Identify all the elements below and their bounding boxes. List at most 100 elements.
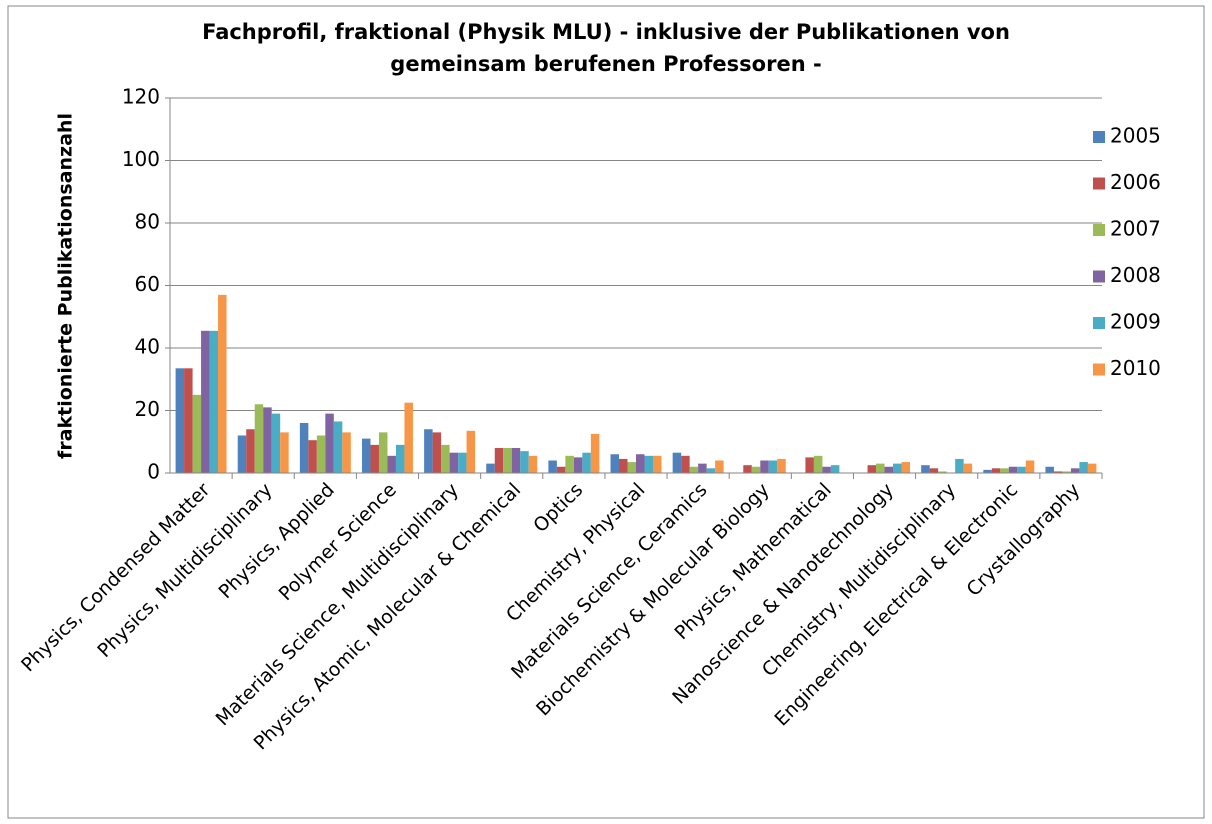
bar	[610, 454, 620, 473]
bar	[867, 465, 877, 473]
bar	[689, 466, 699, 473]
bar	[441, 444, 450, 473]
bar	[528, 455, 538, 473]
bar	[263, 407, 272, 473]
bar	[342, 432, 351, 473]
bar	[706, 468, 716, 473]
bar	[963, 463, 973, 473]
bar	[636, 454, 645, 473]
bar	[424, 429, 433, 473]
bar	[1017, 466, 1026, 473]
bar	[254, 404, 264, 473]
bar	[548, 460, 557, 473]
bar	[627, 462, 636, 473]
legend-swatch	[1093, 131, 1105, 143]
legend-swatch	[1093, 317, 1105, 329]
y-tick-label: 20	[135, 397, 160, 421]
legend-swatch	[1093, 363, 1105, 376]
bar	[1079, 462, 1088, 473]
legend-swatch	[1093, 224, 1105, 236]
bar	[830, 465, 840, 473]
bar	[361, 438, 371, 473]
bar	[955, 458, 964, 473]
bar	[672, 452, 682, 473]
bar	[503, 448, 512, 473]
bar	[458, 452, 467, 473]
bar	[1070, 468, 1080, 473]
y-tick-label: 80	[135, 210, 160, 234]
bar	[246, 429, 255, 473]
bar	[432, 432, 442, 473]
legend-label: 2005	[1110, 124, 1161, 148]
bar	[395, 444, 405, 473]
bar	[1008, 466, 1018, 473]
bar	[333, 421, 343, 473]
legend-swatch	[1093, 270, 1105, 283]
bar	[991, 468, 1001, 473]
chart-title: Fachprofil, fraktional (Physik MLU) - in…	[202, 20, 1010, 76]
bar	[565, 455, 574, 473]
legend-label: 2007	[1110, 217, 1161, 241]
bar	[449, 452, 459, 473]
bar	[619, 458, 628, 473]
bar	[175, 368, 185, 473]
bar	[822, 466, 831, 473]
bar	[218, 294, 227, 473]
bar	[316, 435, 326, 473]
bar	[681, 455, 690, 473]
legend-swatch	[1093, 177, 1105, 190]
legend-label: 2008	[1110, 263, 1161, 287]
bar	[983, 469, 992, 473]
bar	[378, 432, 388, 473]
bar	[201, 330, 210, 473]
bar	[805, 457, 814, 473]
y-tick-label: 100	[122, 147, 160, 171]
bar	[884, 466, 894, 473]
bar	[494, 448, 504, 473]
bar	[590, 433, 600, 473]
bar	[901, 462, 911, 473]
bar	[760, 460, 769, 473]
bar	[768, 460, 778, 473]
y-tick-label: 60	[135, 272, 160, 296]
bar	[370, 444, 379, 473]
bar	[751, 466, 761, 473]
bar	[387, 455, 396, 473]
bar	[556, 466, 566, 473]
bar	[299, 423, 309, 473]
bar	[698, 463, 707, 473]
bar	[777, 458, 786, 473]
bar	[644, 455, 653, 473]
legend-label: 2009	[1110, 310, 1161, 334]
bar	[1025, 460, 1035, 473]
bar	[184, 368, 193, 473]
bar	[237, 435, 247, 473]
legend-label: 2006	[1110, 170, 1161, 194]
bar	[813, 455, 823, 473]
bar	[921, 465, 930, 473]
bar	[573, 457, 583, 473]
bar	[511, 448, 521, 473]
bar	[652, 455, 662, 473]
bar	[486, 463, 495, 473]
bar	[1045, 466, 1054, 473]
bar	[1000, 468, 1009, 473]
bar	[1053, 471, 1063, 473]
bar	[209, 330, 219, 473]
bar	[582, 452, 591, 473]
bar	[192, 394, 202, 473]
bar	[271, 413, 281, 473]
y-tick-label: 120	[122, 85, 160, 109]
bar	[938, 471, 947, 473]
bar	[466, 430, 476, 473]
bar	[1062, 471, 1071, 473]
y-axis-label: fraktionierte Publikationsanzahl	[55, 113, 77, 459]
bar	[876, 463, 885, 473]
y-tick-label: 40	[135, 335, 160, 359]
y-tick-label: 0	[147, 460, 160, 484]
legend-label: 2010	[1110, 356, 1161, 380]
bar	[1087, 463, 1097, 473]
bar	[280, 432, 289, 473]
bar	[929, 468, 939, 473]
bar	[404, 402, 413, 473]
